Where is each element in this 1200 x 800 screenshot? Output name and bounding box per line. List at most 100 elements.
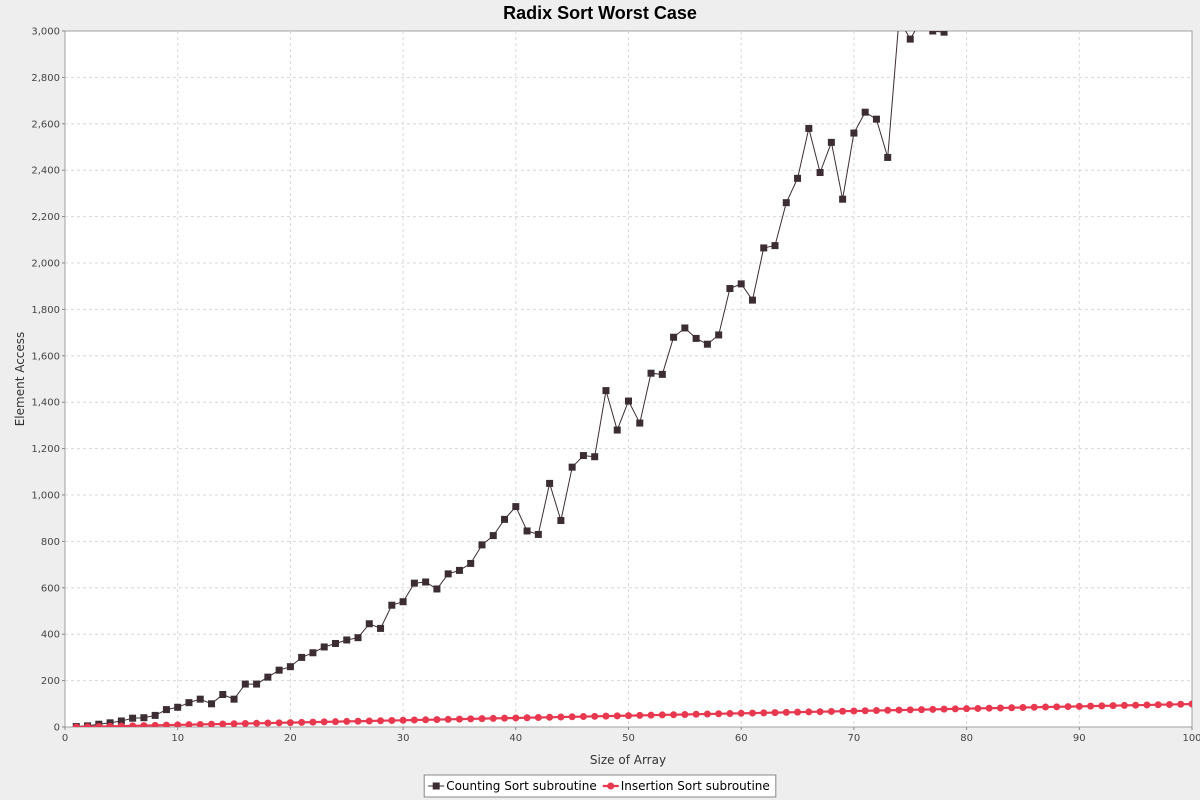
y-tick-label: 1,200 [31, 444, 60, 455]
data-point [410, 579, 418, 587]
data-point [748, 709, 756, 717]
data-point [275, 719, 283, 727]
data-point [568, 713, 576, 721]
data-point [602, 712, 610, 720]
data-point [929, 31, 937, 35]
data-point [1154, 701, 1162, 709]
data-point [253, 680, 261, 688]
x-tick-label: 50 [622, 733, 635, 744]
data-point [444, 715, 452, 723]
data-point [1098, 702, 1106, 710]
data-point [422, 716, 430, 724]
data-point [692, 334, 700, 342]
data-point [918, 706, 926, 714]
data-point [827, 138, 835, 146]
data-point [726, 285, 734, 293]
legend-item: Counting Sort subroutine [428, 779, 597, 793]
data-point [162, 721, 170, 727]
data-point [320, 718, 328, 726]
data-point [884, 153, 892, 161]
data-point [1132, 701, 1140, 709]
data-point [489, 532, 497, 540]
data-point [478, 541, 486, 549]
data-point [625, 397, 632, 405]
data-point [602, 387, 610, 395]
data-point [162, 706, 170, 714]
data-point [174, 703, 182, 711]
data-point [354, 634, 362, 642]
data-point [805, 708, 813, 716]
series-1 [72, 16, 948, 727]
data-point [546, 713, 554, 721]
data-point [467, 715, 475, 723]
data-point [681, 324, 689, 332]
data-point [974, 704, 982, 712]
y-tick-label: 200 [41, 676, 60, 687]
data-point [816, 169, 824, 177]
data-point [748, 296, 756, 304]
data-point [208, 720, 216, 727]
data-point [129, 722, 137, 727]
data-point [737, 280, 745, 288]
data-point [726, 710, 734, 718]
x-tick-label: 0 [62, 733, 68, 744]
y-tick-label: 600 [41, 583, 60, 594]
y-tick-label: 2,000 [31, 259, 60, 270]
data-point [365, 717, 373, 725]
data-point [388, 601, 396, 609]
data-point [1165, 700, 1173, 708]
data-point [557, 517, 565, 525]
data-point [872, 707, 880, 715]
data-point [613, 426, 621, 434]
data-point [309, 649, 317, 657]
legend-marker [607, 782, 615, 790]
data-point [106, 722, 114, 727]
legend-label: Counting Sort subroutine [446, 779, 597, 793]
legend-box [423, 774, 777, 798]
data-point [794, 708, 802, 716]
chart-title: Radix Sort Worst Case [503, 3, 697, 23]
data-point [906, 706, 914, 714]
data-point [185, 721, 193, 727]
data-point [906, 35, 914, 43]
data-point [489, 714, 497, 722]
data-point [625, 712, 632, 720]
y-tick-label: 2,400 [31, 166, 60, 177]
data-point [534, 530, 542, 538]
data-point [309, 718, 317, 726]
data-point [501, 714, 509, 722]
legend-item: Insertion Sort subroutine [602, 779, 770, 793]
data-point [579, 452, 587, 460]
data-point [827, 707, 835, 715]
data-point [523, 527, 531, 535]
data-point [196, 695, 204, 703]
data-point [703, 710, 711, 718]
data-point [241, 720, 249, 727]
x-axis-label: Size of Array [590, 753, 666, 767]
data-point [794, 174, 802, 182]
data-point [568, 463, 576, 471]
x-tick-label: 40 [509, 733, 522, 744]
data-point [433, 716, 441, 724]
data-point [478, 715, 486, 723]
x-tick-label: 90 [1073, 733, 1086, 744]
x-tick-label: 20 [284, 733, 297, 744]
legend-marker [432, 782, 440, 790]
y-tick-label: 800 [41, 537, 60, 548]
data-point [117, 722, 125, 727]
data-point [151, 711, 159, 719]
data-point [1087, 702, 1095, 710]
data-point [670, 333, 678, 341]
data-point [129, 714, 137, 722]
data-point [782, 708, 790, 716]
data-point [422, 578, 430, 586]
x-tick-label: 10 [171, 733, 184, 744]
data-point [320, 643, 328, 651]
data-point [715, 710, 723, 718]
x-tick-label: 70 [848, 733, 861, 744]
y-axis-label: Element Access [13, 332, 27, 427]
data-point [895, 16, 902, 23]
data-point [298, 718, 306, 726]
data-point [174, 721, 182, 727]
